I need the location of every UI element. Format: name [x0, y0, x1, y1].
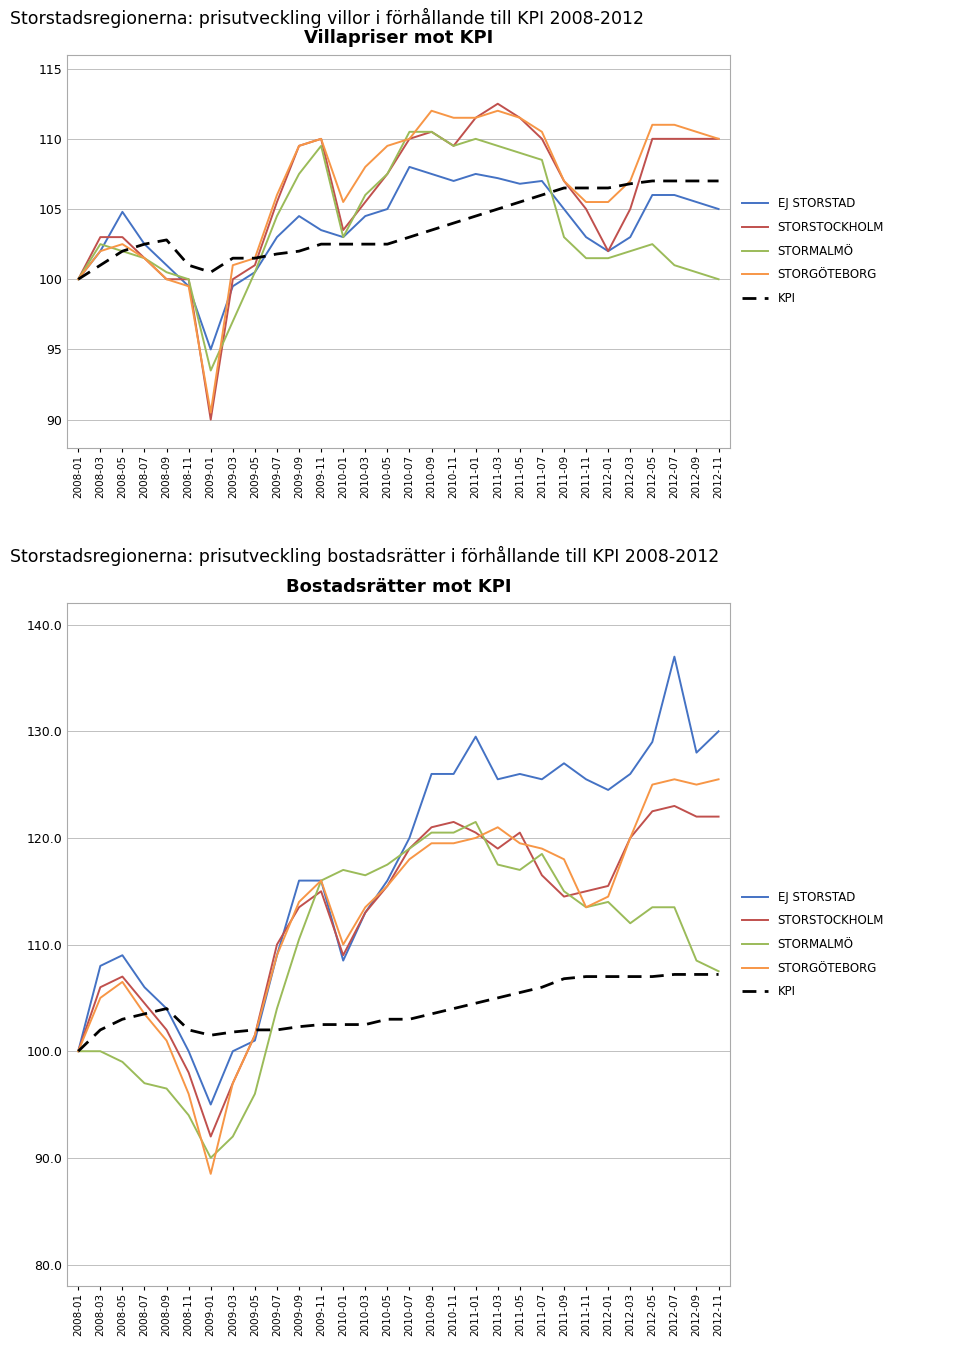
Text: Storstadsregionerna: prisutveckling villor i förhållande till KPI 2008-2012: Storstadsregionerna: prisutveckling vill… — [10, 8, 643, 29]
Title: Villapriser mot KPI: Villapriser mot KPI — [303, 30, 493, 48]
Legend: EJ STORSTAD, STORSTOCKHOLM, STORMALMÖ, STORGÖTEBORG, KPI: EJ STORSTAD, STORSTOCKHOLM, STORMALMÖ, S… — [742, 891, 884, 998]
Legend: EJ STORSTAD, STORSTOCKHOLM, STORMALMÖ, STORGÖTEBORG, KPI: EJ STORSTAD, STORSTOCKHOLM, STORMALMÖ, S… — [742, 198, 884, 304]
Text: Storstadsregionerna: prisutveckling bostadsrätter i förhållande till KPI 2008-20: Storstadsregionerna: prisutveckling bost… — [10, 546, 719, 566]
Title: Bostadsrätter mot KPI: Bostadsrätter mot KPI — [286, 579, 511, 597]
